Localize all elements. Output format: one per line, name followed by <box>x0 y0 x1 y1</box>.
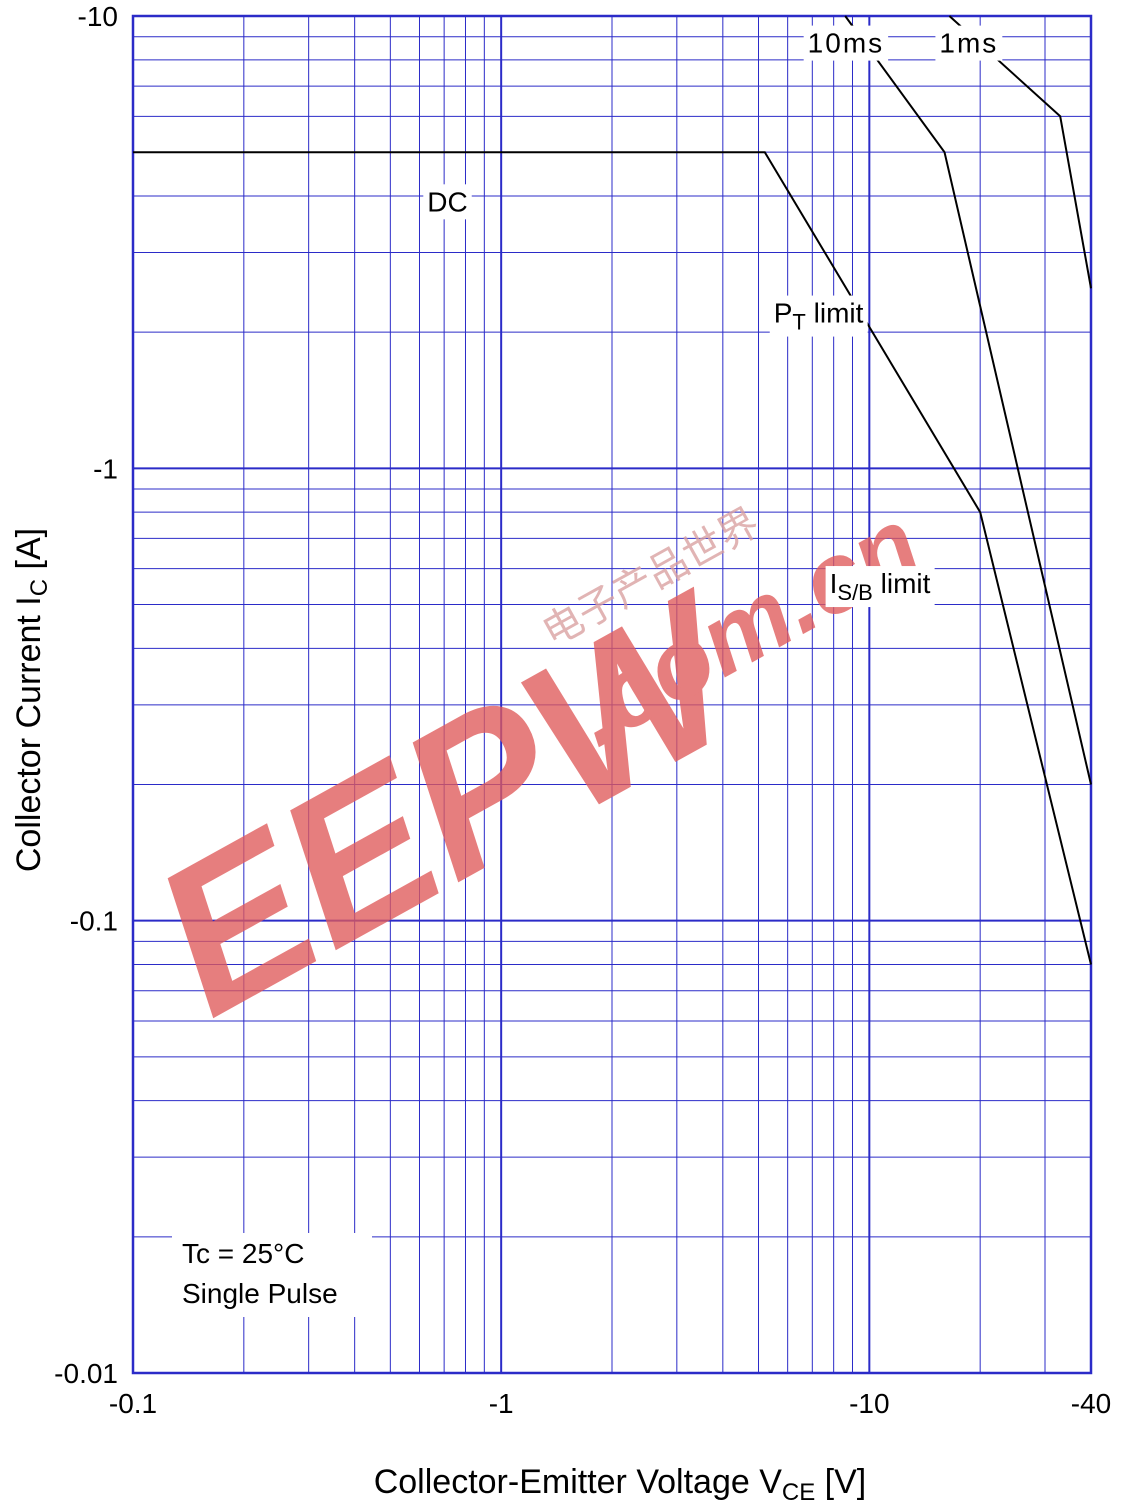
series-dc-line <box>133 151 1092 965</box>
y-tick-label: -0.01 <box>54 1358 118 1389</box>
x-tick-label: -0.1 <box>109 1388 157 1419</box>
x-tick-labels: -0.1 -1 -10 -40 <box>109 1388 1111 1419</box>
y-axis-title-sub: C <box>26 579 53 596</box>
y-tick-label: -1 <box>93 453 118 484</box>
isb-label-rest: limit <box>873 568 931 599</box>
y-axis-title-main: Collector Current I <box>10 596 48 872</box>
isb-label-bg <box>825 566 935 608</box>
x-axis-title-unit: [V] <box>815 1463 866 1501</box>
isb-label-main: I <box>830 568 838 599</box>
pt-label-sub: T <box>792 310 805 335</box>
pt-label-main: P <box>774 298 793 329</box>
1ms-label-bg <box>935 25 1003 61</box>
x-tick-label: -10 <box>849 1388 889 1419</box>
x-tick-label: -40 <box>1071 1388 1111 1419</box>
isb-label: IS/B limit <box>830 568 931 605</box>
x-axis-title-sub: CE <box>782 1479 815 1506</box>
y-tick-label: -10 <box>78 1 118 32</box>
series-10ms-line <box>844 15 1092 785</box>
y-axis-title-unit: [A] <box>10 528 48 579</box>
conditions-label-bg <box>172 1233 372 1317</box>
plot-frame <box>131 14 1093 1375</box>
minor-grid <box>133 16 1092 1373</box>
x-axis-title: Collector-Emitter Voltage VCE [V] <box>374 1463 867 1506</box>
pt-label: PT limit <box>774 298 864 335</box>
temperature-condition: Tc = 25°C <box>182 1238 304 1269</box>
dc-label: DC <box>427 186 467 217</box>
10ms-label: 10ms <box>808 28 884 59</box>
y-axis-title: Collector Current IC [A] <box>10 528 53 872</box>
dc-label-bg <box>423 184 472 220</box>
y-tick-labels: -10 -1 -0.1 -0.01 <box>54 1 118 1389</box>
pulse-condition: Single Pulse <box>182 1278 338 1309</box>
pt-label-bg <box>769 295 868 337</box>
x-tick-label: -1 <box>489 1388 514 1419</box>
isb-label-sub: S/B <box>837 580 872 605</box>
y-tick-label: -0.1 <box>70 906 118 937</box>
1ms-label: 1ms <box>939 28 998 59</box>
x-axis-title-main: Collector-Emitter Voltage V <box>374 1463 782 1501</box>
conditions-label: Tc = 25°C Single Pulse <box>182 1238 338 1309</box>
10ms-label-bg <box>803 25 889 61</box>
pt-label-rest: limit <box>806 298 864 329</box>
